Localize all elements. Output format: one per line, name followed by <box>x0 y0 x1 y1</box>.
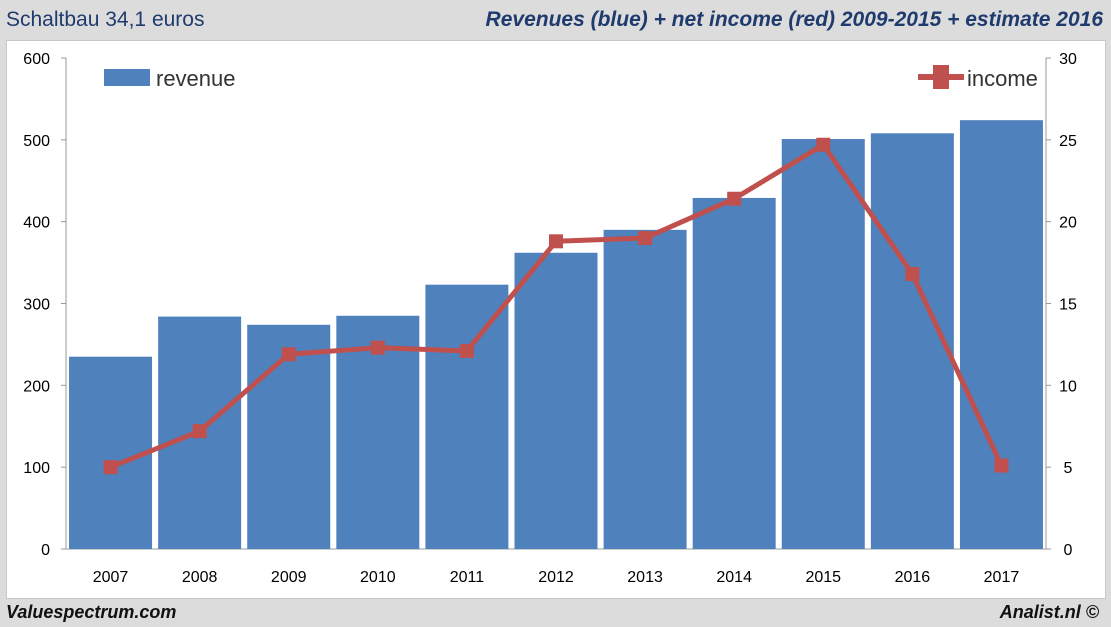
left-tick-label: 500 <box>23 133 50 150</box>
left-tick-label: 300 <box>23 297 50 314</box>
legend-income-label: income <box>967 66 1038 91</box>
income-marker-2013 <box>638 231 653 246</box>
x-tick-label: 2017 <box>984 569 1020 586</box>
income-marker-2012 <box>549 234 563 249</box>
x-tick-label: 2007 <box>93 569 129 586</box>
right-tick-label: 10 <box>1059 378 1077 395</box>
left-tick-label: 200 <box>23 378 50 395</box>
x-tick-label: 2010 <box>360 569 396 586</box>
income-marker-2009 <box>281 347 296 362</box>
revenue-bar-2012 <box>514 252 598 549</box>
legend-revenue-swatch <box>104 69 150 86</box>
legend-income-marker <box>933 65 949 89</box>
revenue-bar-2011 <box>425 284 509 549</box>
income-marker-2007 <box>103 460 118 475</box>
x-tick-label: 2011 <box>450 569 485 586</box>
right-tick-label: 15 <box>1059 297 1077 314</box>
revenue-bar-2013 <box>603 229 687 549</box>
left-tick-label: 0 <box>41 542 50 559</box>
right-tick-label: 5 <box>1064 460 1073 477</box>
x-tick-label: 2014 <box>716 569 752 586</box>
x-tick-label: 2012 <box>538 569 574 586</box>
x-tick-label: 2008 <box>182 569 218 586</box>
x-tick-label: 2016 <box>895 569 931 586</box>
left-tick-label: 600 <box>23 51 50 68</box>
chart-subject-title: Schaltbau 34,1 euros <box>6 8 205 31</box>
income-marker-2017 <box>994 458 1009 473</box>
footer-source-left: Valuespectrum.com <box>6 602 177 622</box>
left-tick-label: 400 <box>23 215 50 232</box>
chart-title: Revenues (blue) + net income (red) 2009-… <box>485 8 1103 31</box>
right-tick-label: 0 <box>1064 542 1073 559</box>
x-tick-label: 2015 <box>805 569 841 586</box>
income-marker-2016 <box>905 267 920 282</box>
right-tick-label: 20 <box>1059 215 1077 232</box>
income-marker-2011 <box>459 343 474 358</box>
revenue-bar-2009 <box>247 324 331 549</box>
income-marker-2010 <box>370 340 385 355</box>
right-tick-label: 25 <box>1059 133 1077 150</box>
right-tick-label: 30 <box>1059 51 1077 68</box>
income-marker-2008 <box>192 424 207 439</box>
income-marker-2015 <box>816 137 831 152</box>
revenue-bar-2016 <box>870 133 954 549</box>
footer-source-right: Analist.nl © <box>999 602 1099 622</box>
x-tick-label: 2013 <box>627 569 663 586</box>
revenue-bar-2017 <box>959 120 1043 550</box>
revenue-bar-2014 <box>692 197 776 549</box>
left-tick-label: 100 <box>23 460 50 477</box>
revenue-bar-2015 <box>781 139 865 549</box>
x-tick-label: 2009 <box>271 569 307 586</box>
income-marker-2014 <box>727 191 742 206</box>
legend-revenue-label: revenue <box>156 66 236 91</box>
revenue-bar-2007 <box>69 356 153 549</box>
